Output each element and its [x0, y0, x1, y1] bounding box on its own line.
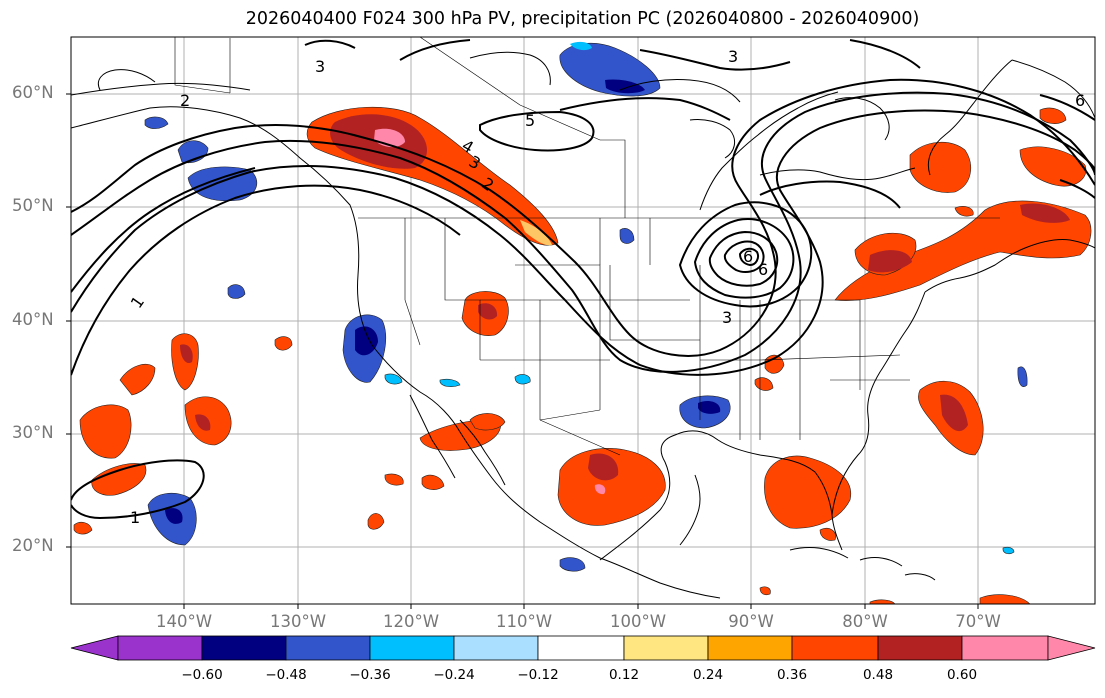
colorbar-tick-label: 0.60	[946, 667, 978, 683]
colorbar-segment	[369, 635, 455, 661]
colorbar-tick-label: −0.36	[349, 667, 391, 683]
colorbar-segment	[791, 635, 879, 661]
colorbar-tick-label: 0.12	[608, 667, 640, 683]
colorbar	[70, 635, 1096, 661]
axis-ticks	[66, 93, 979, 609]
colorbar-segment	[961, 635, 1049, 661]
contour-label: 3	[728, 47, 738, 66]
coastlines-borders	[71, 51, 1095, 599]
contour-label: 2	[180, 91, 190, 110]
precip-positive-quebec	[909, 141, 972, 193]
colorbar-tick-label: −0.60	[181, 667, 223, 683]
lat-label: 60°N	[12, 83, 54, 102]
contour-label: 6	[1075, 91, 1085, 110]
colorbar-segment	[537, 635, 625, 661]
colorbar-segment	[201, 635, 287, 661]
lon-label: 110°W	[495, 612, 553, 631]
precip-negative-hudson	[559, 42, 661, 97]
colorbar-segment	[453, 635, 539, 661]
colorbar-extend-high	[1047, 635, 1096, 661]
colorbar-segment	[285, 635, 371, 661]
colorbar-extend-low	[70, 635, 119, 661]
colorbar-tick-label: −0.24	[433, 667, 475, 683]
lon-label: 120°W	[382, 612, 440, 631]
lon-label: 70°W	[955, 612, 1001, 631]
precip-positive-gulf	[764, 455, 852, 529]
colorbar-segment	[707, 635, 793, 661]
contour-label: 5	[525, 111, 535, 130]
gridlines	[71, 37, 1095, 604]
contour-label: 3	[315, 57, 325, 76]
lat-label: 30°N	[12, 423, 54, 442]
colorbar-tick-label: 0.24	[692, 667, 724, 683]
colorbar-segment	[623, 635, 709, 661]
precip-positive-mexico	[557, 448, 666, 526]
colorbar-tick-label: −0.48	[265, 667, 307, 683]
precipitation-field	[73, 41, 1092, 604]
pv-contours	[71, 39, 1095, 520]
contour-label: 3	[722, 308, 732, 327]
contour-label: 1	[127, 293, 148, 312]
colorbar-tick-label: 0.36	[776, 667, 808, 683]
colorbar-segment	[117, 635, 203, 661]
precip-positive-pacific	[79, 404, 132, 459]
lon-label: 100°W	[609, 612, 667, 631]
lat-label: 20°N	[12, 536, 54, 555]
lon-label: 130°W	[269, 612, 327, 631]
lon-label: 140°W	[155, 612, 213, 631]
lon-label: 80°W	[842, 612, 888, 631]
chart-title: 2026040400 F024 300 hPa PV, precipitatio…	[245, 9, 920, 29]
lon-label: 90°W	[728, 612, 774, 631]
colorbar-segment	[877, 635, 963, 661]
contour-label: 1	[130, 508, 140, 527]
contour-label: 6	[758, 260, 768, 279]
lat-label: 50°N	[12, 196, 54, 215]
colorbar-tick-label: 0.48	[862, 667, 894, 683]
lat-label: 40°N	[12, 310, 54, 329]
contour-label: 6	[743, 247, 753, 266]
colorbar-tick-label: −0.12	[517, 667, 559, 683]
